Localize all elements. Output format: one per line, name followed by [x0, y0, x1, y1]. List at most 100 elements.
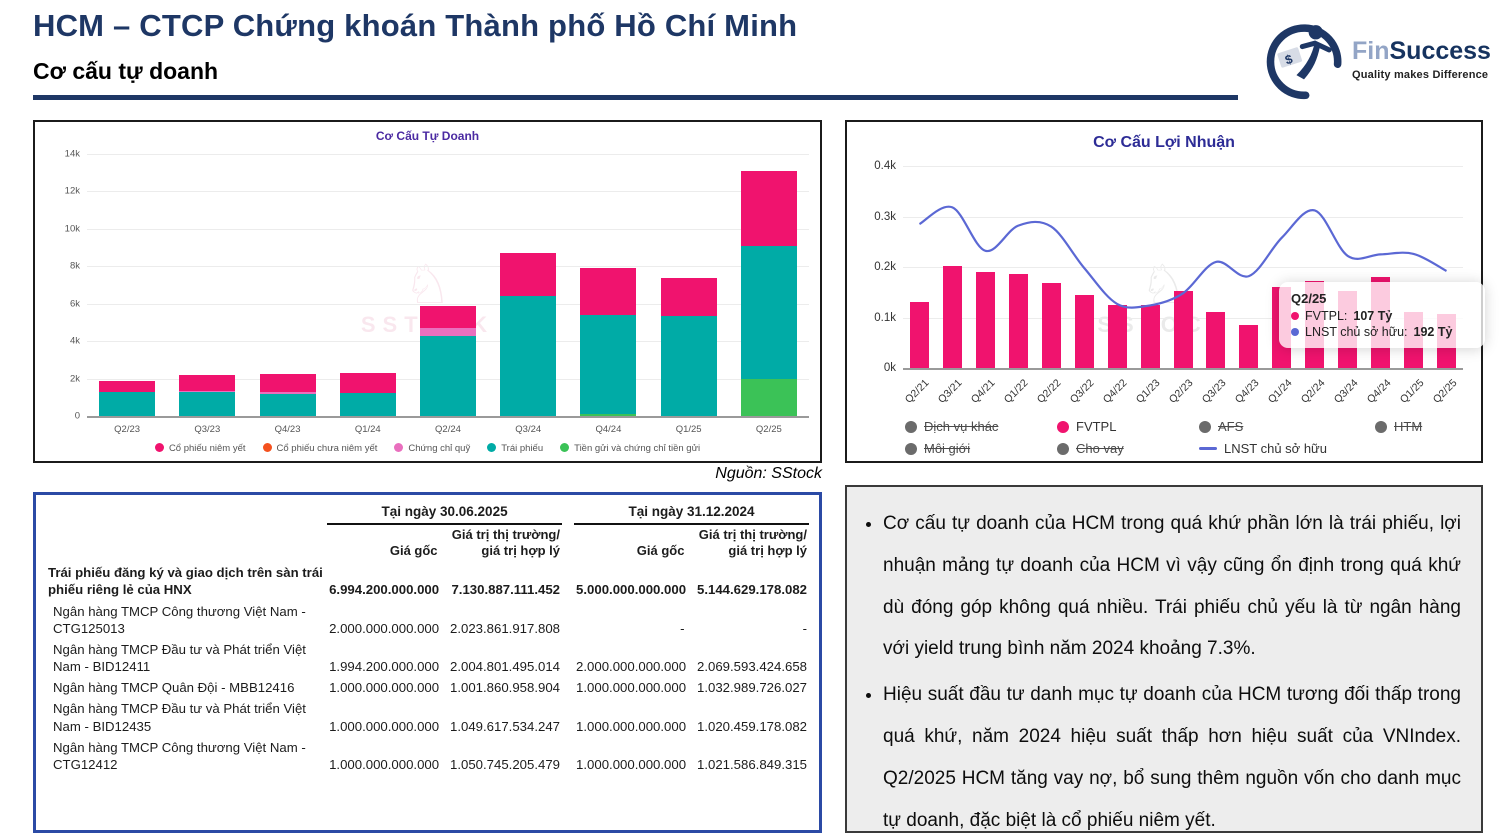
bar-segment	[420, 335, 476, 416]
bar-segment	[1140, 305, 1160, 368]
legend-dot	[1375, 420, 1387, 433]
bar-segment	[1074, 294, 1094, 368]
legend-item[interactable]: Tiền gửi và chứng chỉ tiền gửi	[560, 443, 700, 454]
bond-table-panel: Tại ngày 30.06.2025 Tại ngày 31.12.2024 …	[33, 492, 822, 833]
legend-item[interactable]: LNST chủ sở hữu	[1199, 441, 1375, 456]
tooltip-series-label: LNST chủ sở hữu:	[1305, 325, 1408, 339]
bar-segment	[1041, 283, 1061, 368]
spacer-cell	[562, 639, 574, 677]
y-axis-label: 0.3k	[874, 210, 896, 223]
x-axis-label: Q2/23	[1166, 377, 1196, 406]
stacked-bar-Q1-25	[660, 277, 717, 416]
spacer-cell	[562, 698, 574, 736]
y-axis-label: 6k	[69, 298, 80, 310]
legend-label: Dịch vụ khác	[924, 419, 999, 434]
bar-segment	[1173, 290, 1193, 368]
gridline	[903, 166, 1463, 167]
legend-label: LNST chủ sở hữu	[1224, 441, 1327, 456]
stacked-bar-Q2-25	[740, 170, 797, 416]
row-label: Ngân hàng TMCP Công thương Việt Nam - CT…	[53, 603, 306, 636]
fvtpl-bar-Q4-23	[1239, 325, 1259, 368]
stacked-bar-Q2-23	[99, 381, 156, 416]
bar-segment	[420, 305, 476, 329]
spacer-cell	[562, 737, 574, 775]
legend-item[interactable]: Cho vay	[1057, 441, 1199, 456]
bar-segment	[99, 391, 156, 416]
value-cell: 1.000.000.000.000	[329, 718, 440, 734]
legend-dot	[154, 443, 164, 452]
bar-segment	[740, 378, 797, 416]
bar-segment	[339, 392, 396, 416]
legend-item[interactable]: AFS	[1199, 419, 1375, 434]
legend-item[interactable]: Cổ phiếu chưa niêm yết	[262, 443, 378, 454]
table-row: Ngân hàng TMCP Quân Đội - MBB12416 1.000.…	[46, 677, 809, 698]
gridline	[87, 416, 809, 418]
legend-item[interactable]: Trái phiếu	[487, 443, 543, 454]
page-title: HCM – CTCP Chứng khoán Thành phố Hồ Chí …	[33, 8, 798, 43]
bar-segment	[179, 390, 236, 392]
legend-dot	[262, 443, 272, 452]
value-cell: 1.000.000.000.000	[329, 756, 440, 772]
notes-list: Cơ cấu tự doanh của HCM trong quá khứ ph…	[857, 503, 1461, 840]
bar-segment	[660, 277, 717, 316]
x-axis-label: Q2/24	[435, 424, 461, 435]
value-cell: -	[680, 620, 685, 636]
stacked-bar-Q3-23	[179, 374, 236, 416]
loinhuan-legend: Dịch vụ khác FVTPL AFS HTM Môi giới Cho vay LN…	[905, 419, 1485, 456]
y-axis-label: 14k	[64, 148, 80, 160]
y-axis-label: 0	[74, 410, 80, 422]
legend-item[interactable]: HTM	[1375, 419, 1485, 434]
tooltip-series-label: FVTPL:	[1305, 309, 1348, 323]
legend-item[interactable]: Dịch vụ khác	[905, 419, 1057, 434]
table-subheader: Giá gốc	[636, 543, 685, 559]
tooltip-series-value: 192 Tỷ	[1413, 325, 1453, 339]
legend-item[interactable]: Chứng chỉ quỹ	[394, 443, 470, 454]
legend-line-marker	[1199, 447, 1217, 450]
legend-label: Cổ phiếu chưa niêm yết	[276, 443, 378, 454]
table-row: Ngân hàng TMCP Công thương Việt Nam - CT…	[46, 737, 809, 775]
stacked-bar-Q4-23	[259, 373, 316, 416]
legend-label: Môi giới	[924, 441, 971, 456]
tooltip-row: LNST chủ sở hữu: 192 Tỷ	[1291, 325, 1473, 339]
x-axis-label: Q1/24	[354, 424, 381, 435]
x-axis-label: Q4/21	[969, 377, 998, 406]
gridline	[87, 191, 809, 193]
legend-dot	[487, 443, 497, 452]
value-cell: 1.020.459.178.082	[696, 718, 807, 734]
bar-segment	[942, 266, 962, 368]
x-axis-label: Q2/24	[1298, 377, 1328, 406]
source-caption: Nguồn: SStock	[715, 465, 822, 482]
legend-label: FVTPL	[1076, 419, 1117, 434]
stacked-bar-Q4-24	[580, 268, 637, 416]
legend-item[interactable]: FVTPL	[1057, 419, 1199, 434]
x-axis-label: Q1/22	[1002, 377, 1031, 406]
fvtpl-bar-Q2-21	[909, 302, 929, 368]
loinhuan-chart-title: Cơ Cấu Lợi Nhuận	[1093, 134, 1235, 151]
bar-segment	[339, 372, 396, 393]
finsuccess-logo: $ FinSuccess Quality makes Difference	[1262, 16, 1491, 104]
y-axis-label: 2k	[69, 373, 80, 385]
legend-item[interactable]: Môi giới	[905, 441, 1057, 456]
loinhuan-chart-panel: Cơ Cấu Lợi Nhuận ♘ SSTOCK 0k 0.1k 0.2k 0.3k…	[845, 120, 1485, 463]
table-subheader: Giá trị thị trường/ giá trị hợp lý	[451, 526, 560, 559]
bar-segment	[975, 272, 995, 368]
table-group-header: Tại ngày 31.12.2024	[574, 501, 809, 525]
spacer-cell	[562, 562, 574, 600]
bar-segment	[500, 296, 557, 416]
gridline	[903, 216, 1463, 218]
value-cell: 5.000.000.000.000	[576, 582, 687, 598]
bar-segment	[1107, 304, 1127, 368]
page-subtitle: Cơ cấu tự doanh	[33, 58, 219, 84]
gridline	[87, 303, 809, 305]
chart-tooltip: Q2/25 FVTPL: 107 Tỷ LNST chủ sở hữu: 192 …	[1279, 282, 1485, 348]
x-axis-label: Q2/21	[903, 377, 932, 406]
tooltip-series-dot	[1291, 328, 1299, 336]
spacer-cell	[562, 677, 574, 698]
stacked-bar-Q1-24	[339, 372, 396, 416]
value-cell: 5.144.629.178.082	[696, 582, 807, 598]
bar-segment	[259, 393, 316, 416]
bar-segment	[1239, 325, 1259, 368]
value-cell: 1.000.000.000.000	[329, 680, 440, 696]
table-row: Ngân hàng TMCP Đầu tư và Phát triển Việt…	[46, 698, 809, 736]
legend-item[interactable]: Cổ phiếu niêm yết	[154, 443, 246, 454]
